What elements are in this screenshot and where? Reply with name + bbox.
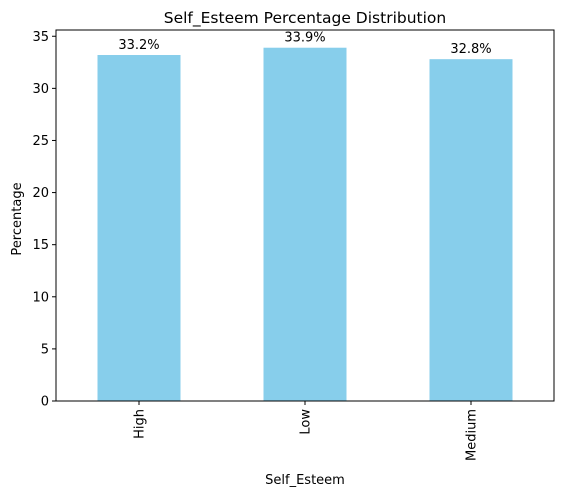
x-axis-ticks: High Low Medium	[133, 401, 480, 461]
bars	[97, 47, 513, 402]
y-axis-label: Percentage	[10, 182, 25, 255]
y-tick-label: 5	[41, 342, 49, 357]
y-tick-label: 30	[32, 82, 49, 97]
y-tick-label: 15	[32, 238, 49, 253]
bar-low	[263, 47, 347, 401]
y-tick-label: 10	[32, 290, 49, 305]
x-tick-label: Low	[299, 409, 314, 435]
bar-value-label: 33.2%	[118, 38, 159, 53]
chart-title: Self_Esteem Percentage Distribution	[164, 9, 446, 28]
x-tick-label: High	[133, 409, 148, 439]
bar-value-label: 33.9%	[284, 31, 325, 46]
y-tick-label: 0	[41, 395, 49, 410]
x-axis-label: Self_Esteem	[265, 473, 345, 488]
plot-frame	[55, 29, 555, 402]
bar-value-label: 32.8%	[450, 42, 491, 57]
bar-value-labels: 33.2% 33.9% 32.8%	[118, 31, 491, 57]
y-tick-label: 35	[32, 30, 49, 45]
y-tick-label: 20	[32, 186, 49, 201]
bar-medium	[429, 59, 513, 401]
y-axis-ticks: 0 5 10 15 20 25 30 35	[32, 30, 56, 410]
bar-high	[97, 55, 181, 402]
x-tick-label: Medium	[465, 409, 480, 461]
y-tick-label: 25	[32, 134, 49, 149]
